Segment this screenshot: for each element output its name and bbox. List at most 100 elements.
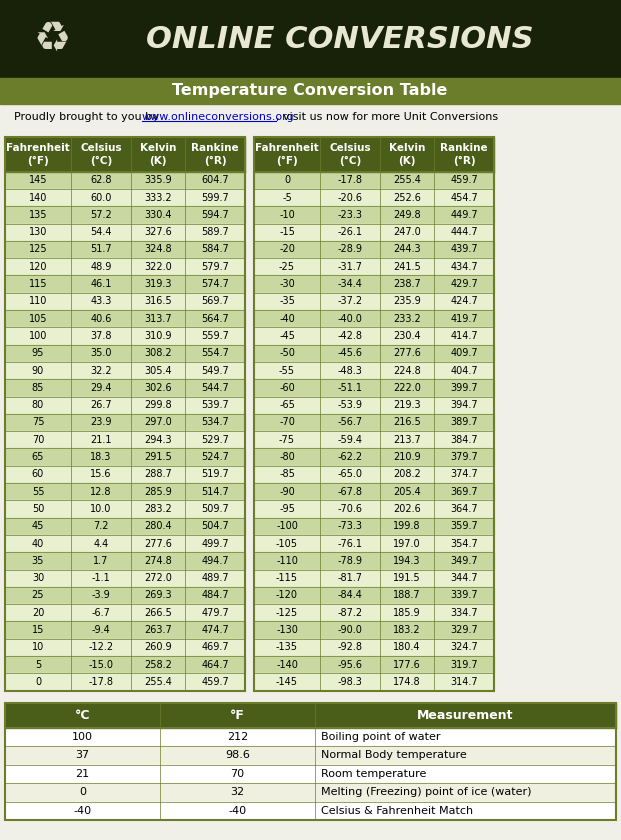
Text: 419.7: 419.7 [450, 313, 478, 323]
Text: °F: °F [230, 709, 245, 722]
Bar [5, 783, 616, 801]
Text: 479.7: 479.7 [201, 608, 229, 617]
Text: Celsius
(°C): Celsius (°C) [329, 143, 371, 165]
Text: -37.2: -37.2 [337, 297, 363, 307]
Text: 252.6: 252.6 [393, 192, 421, 202]
Text: Kelvin
(K): Kelvin (K) [389, 143, 425, 165]
Text: -115: -115 [276, 573, 298, 583]
Bar [5, 328, 245, 344]
Bar [5, 396, 245, 414]
Text: -140: -140 [276, 659, 298, 669]
Text: 394.7: 394.7 [450, 400, 478, 410]
Text: 233.2: 233.2 [393, 313, 421, 323]
Bar [254, 638, 494, 656]
Bar [254, 223, 494, 241]
Text: -145: -145 [276, 677, 298, 687]
Text: 62.8: 62.8 [90, 176, 112, 186]
Text: 7.2: 7.2 [93, 522, 109, 531]
Text: 469.7: 469.7 [201, 643, 229, 653]
Text: 98.6: 98.6 [225, 750, 250, 760]
Text: 35: 35 [32, 556, 44, 566]
Text: 255.4: 255.4 [393, 176, 421, 186]
Text: 474.7: 474.7 [201, 625, 229, 635]
Text: 272.0: 272.0 [144, 573, 172, 583]
Text: 569.7: 569.7 [201, 297, 229, 307]
Text: 424.7: 424.7 [450, 297, 478, 307]
Text: -15: -15 [279, 227, 295, 237]
Text: 589.7: 589.7 [201, 227, 229, 237]
Text: -30: -30 [279, 279, 295, 289]
Bar [254, 674, 494, 690]
Text: 90: 90 [32, 365, 44, 375]
Bar [254, 310, 494, 328]
Bar [254, 171, 494, 189]
Text: -40: -40 [73, 806, 91, 816]
Text: 115: 115 [29, 279, 47, 289]
Text: °C: °C [75, 709, 90, 722]
Text: 26.7: 26.7 [90, 400, 112, 410]
Text: 219.3: 219.3 [393, 400, 421, 410]
Text: 322.0: 322.0 [144, 262, 172, 272]
Text: Measurement: Measurement [417, 709, 514, 722]
Text: 57.2: 57.2 [90, 210, 112, 220]
Text: 188.7: 188.7 [393, 591, 421, 601]
Bar [5, 431, 245, 449]
Bar [5, 702, 616, 727]
Text: , visit us now for more Unit Conversions: , visit us now for more Unit Conversions [276, 112, 498, 122]
Text: 399.7: 399.7 [450, 383, 478, 393]
Text: 23.9: 23.9 [90, 417, 112, 428]
Text: 274.8: 274.8 [144, 556, 172, 566]
Text: 10: 10 [32, 643, 44, 653]
Text: 75: 75 [32, 417, 44, 428]
Bar [5, 702, 616, 820]
Text: -48.3: -48.3 [338, 365, 363, 375]
Text: -95: -95 [279, 504, 295, 514]
Text: ♻: ♻ [34, 18, 71, 60]
Text: -15.0: -15.0 [89, 659, 114, 669]
Text: 1.7: 1.7 [93, 556, 109, 566]
Text: 574.7: 574.7 [201, 279, 229, 289]
Text: 20: 20 [32, 608, 44, 617]
Bar [254, 656, 494, 674]
Text: 235.9: 235.9 [393, 297, 421, 307]
Text: 329.7: 329.7 [450, 625, 478, 635]
Text: -20.6: -20.6 [337, 192, 363, 202]
Text: -110: -110 [276, 556, 298, 566]
Bar [5, 535, 245, 552]
Text: 85: 85 [32, 383, 44, 393]
Text: 534.7: 534.7 [201, 417, 229, 428]
Text: 324.7: 324.7 [450, 643, 478, 653]
Text: 249.8: 249.8 [393, 210, 421, 220]
Text: 313.7: 313.7 [144, 313, 172, 323]
Text: -95.6: -95.6 [337, 659, 363, 669]
Text: 21: 21 [75, 769, 89, 779]
Text: 110: 110 [29, 297, 47, 307]
Text: 260.9: 260.9 [144, 643, 172, 653]
Text: -17.8: -17.8 [89, 677, 114, 687]
Text: 369.7: 369.7 [450, 486, 478, 496]
Text: 434.7: 434.7 [450, 262, 478, 272]
Text: 194.3: 194.3 [393, 556, 421, 566]
Text: 230.4: 230.4 [393, 331, 421, 341]
Text: 238.7: 238.7 [393, 279, 421, 289]
Text: 374.7: 374.7 [450, 470, 478, 480]
Bar [0, 0, 621, 78]
Bar [5, 223, 245, 241]
Text: -90: -90 [279, 486, 295, 496]
Bar [254, 258, 494, 276]
Bar [254, 622, 494, 638]
Bar [254, 465, 494, 483]
Bar [5, 746, 616, 764]
Text: 297.0: 297.0 [144, 417, 172, 428]
Text: 70: 70 [32, 435, 44, 444]
Text: -55: -55 [279, 365, 295, 375]
Text: -120: -120 [276, 591, 298, 601]
Text: 51.7: 51.7 [90, 244, 112, 255]
Text: 205.4: 205.4 [393, 486, 421, 496]
Text: -20: -20 [279, 244, 295, 255]
Text: -81.7: -81.7 [337, 573, 363, 583]
Text: Normal Body temperature: Normal Body temperature [321, 750, 467, 760]
Text: 145: 145 [29, 176, 47, 186]
Text: 12.8: 12.8 [90, 486, 112, 496]
Text: 210.9: 210.9 [393, 452, 421, 462]
